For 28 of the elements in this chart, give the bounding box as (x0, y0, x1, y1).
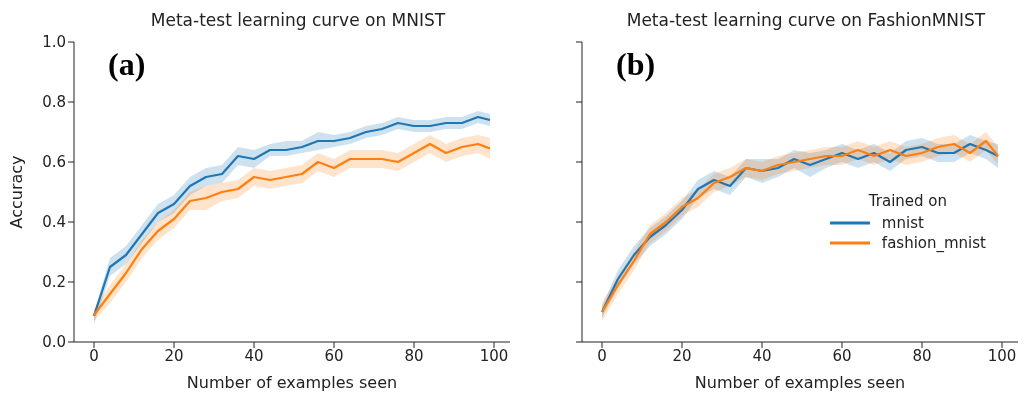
x-tick-label: 100 (987, 346, 1017, 365)
legend-title: Trained on (867, 192, 949, 210)
chart-title: Meta-test learning curve on MNIST (149, 10, 447, 30)
x-tick-label: 0 (597, 346, 607, 365)
annotation: (b) (616, 46, 656, 83)
x-tick-label: 20 (164, 346, 184, 365)
annotation: (a) (108, 46, 146, 83)
y-tick-label: 1.0 (42, 33, 66, 52)
x-tick-label: 40 (752, 346, 772, 365)
y-tick-label: 0.8 (42, 93, 66, 112)
y-axis-title: Accuracy (6, 155, 26, 229)
legend-label: fashion_mnist (881, 234, 986, 252)
y-tick-label: 0.2 (42, 273, 66, 292)
x-tick-label: 100 (479, 346, 509, 365)
x-tick-label: 0 (89, 346, 99, 365)
x-tick-label: 80 (912, 346, 932, 365)
x-tick-label: 40 (244, 346, 264, 365)
chart-title: Meta-test learning curve on FashionMNIST (625, 10, 987, 30)
x-tick-label: 20 (672, 346, 692, 365)
x-tick-label: 60 (324, 346, 344, 365)
x-tick-label: 80 (404, 346, 424, 365)
x-axis-title: Number of examples seen (186, 373, 398, 392)
x-axis-title: Number of examples seen (694, 373, 906, 392)
y-tick-label: 0.0 (42, 333, 66, 352)
legend-label: mnist (881, 214, 924, 232)
y-tick-label: 0.4 (42, 213, 66, 232)
y-tick-label: 0.6 (42, 153, 66, 172)
x-tick-label: 60 (832, 346, 852, 365)
